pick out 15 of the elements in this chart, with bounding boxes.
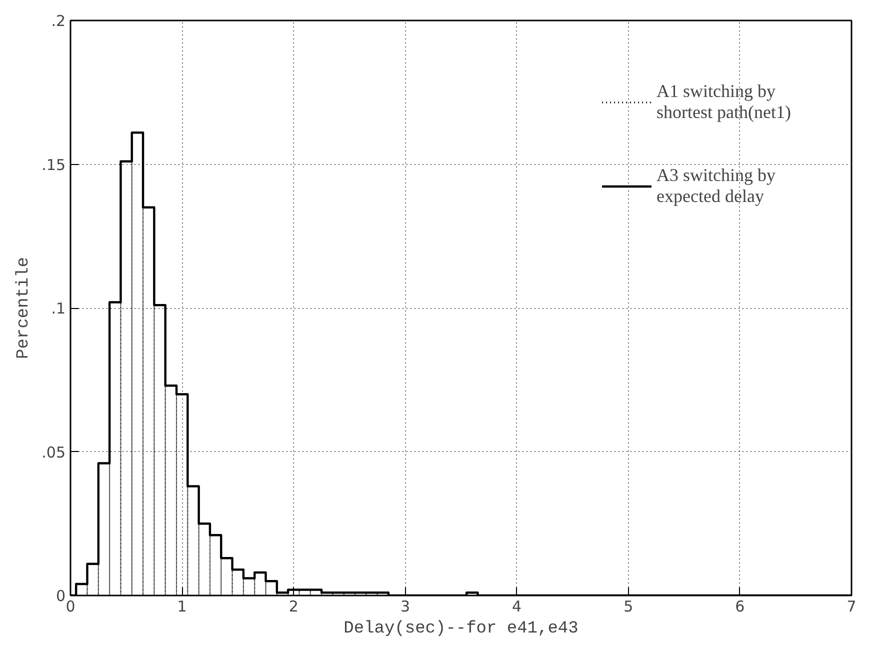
y-axis-title: Percentile (14, 256, 34, 360)
y-tick-label: .15 (42, 156, 66, 174)
x-tick-label: 3 (400, 598, 410, 616)
legend-label: A1 switching by shortest path(net1) (656, 80, 791, 124)
x-tick-label: 2 (288, 598, 298, 616)
y-tick-label: .1 (51, 300, 66, 318)
x-tick-label: 6 (735, 598, 745, 616)
legend-label: A3 switching by expected delay (656, 164, 776, 208)
x-axis-title: Delay(sec)--for e41,e43 (344, 620, 578, 638)
y-tick-label: .2 (51, 12, 66, 30)
x-tick-label: 4 (512, 598, 522, 616)
x-tick-label: 5 (624, 598, 634, 616)
y-tick-label: .05 (42, 443, 66, 462)
x-tick-label: 1 (177, 598, 187, 616)
x-tick-label: 7 (846, 598, 856, 616)
